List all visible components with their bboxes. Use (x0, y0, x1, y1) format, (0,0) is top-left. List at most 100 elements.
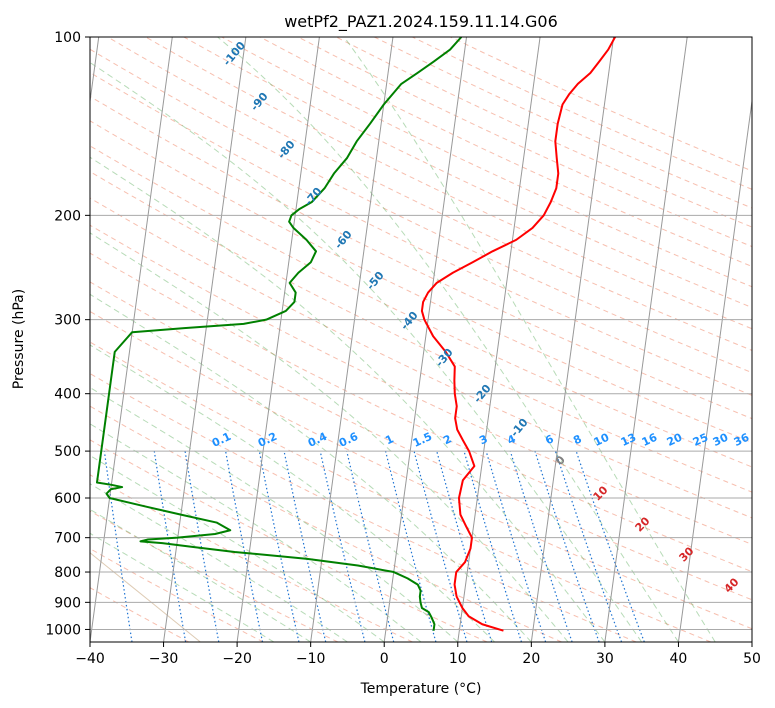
mixing-ratio-line (463, 450, 523, 642)
y-axis-label: Pressure (hPa) (11, 289, 27, 389)
dry-adiabat-line (183, 37, 752, 309)
mixing-ratio-line (485, 450, 547, 642)
isotherm-label: 30 (677, 544, 697, 564)
x-tick-label: −20 (222, 651, 252, 667)
mixing-ratio-line (283, 450, 327, 642)
dry-adiabat-line (90, 95, 752, 420)
dry-adiabat-line (90, 474, 413, 642)
moist-adiabat-line (90, 483, 348, 642)
mixing-ratio-line (413, 450, 468, 642)
dry-adiabat-label: -50 (364, 269, 387, 293)
moist-adiabat-line (343, 37, 716, 642)
moist-adiabat-line (90, 293, 532, 642)
dry-adiabat-line (90, 373, 637, 642)
moist-adiabat-line (90, 423, 422, 642)
dry-adiabat-label: -60 (332, 228, 355, 252)
plot-area: -100-90-80-70-60-50-40-30-20-100.1 0.2 0.4… (90, 37, 752, 642)
isotherm-line (236, 37, 320, 642)
isotherm-line (383, 37, 468, 642)
dry-adiabat-label: -30 (433, 346, 456, 370)
dry-adiabat-line (90, 281, 752, 601)
moist-adiabat-line (90, 508, 311, 642)
dry-adiabat-line (335, 37, 752, 228)
y-tick-label: 200 (54, 208, 81, 224)
chart-title: wetPf2_PAZ1.2024.159.11.14.G06 (284, 12, 558, 32)
mixing-ratio-line (153, 451, 187, 642)
temperature-series-line (420, 37, 616, 632)
mixing-ratio-label: 1.5 (411, 430, 434, 450)
isotherm-label: 20 (633, 514, 653, 534)
x-tick-label: −40 (75, 651, 105, 667)
mixing-ratio-label: 3 (477, 432, 489, 447)
isotherm-line (751, 638, 752, 642)
moist-adiabat-line (90, 232, 569, 642)
y-tick-label: 800 (54, 565, 81, 581)
moist-adiabat-line (90, 61, 643, 642)
x-tick-label: −30 (149, 651, 179, 667)
x-axis: −40 −30 −20 −10 0 10 20 30 40 50 (75, 642, 761, 667)
x-axis-label: Temperature (°C) (360, 681, 482, 697)
x-tick-label: 10 (449, 651, 467, 667)
dry-adiabat-line (90, 405, 562, 642)
isotherm-line (163, 37, 247, 642)
mixing-ratio-line (225, 450, 264, 642)
x-tick-label: 0 (380, 651, 389, 667)
mixing-ratio-label: 0.4 (306, 430, 329, 450)
dry-adiabat-line (90, 171, 752, 493)
mixing-ratio-line (258, 450, 300, 642)
dry-adiabat-line (90, 510, 339, 642)
moist-adiabat-line (90, 344, 495, 642)
mixing-ratio-line (534, 450, 600, 642)
dry-adiabat-line (90, 197, 752, 519)
dry-adiabat-line (90, 71, 752, 396)
dry-adiabat-line (90, 252, 752, 573)
isotherm-label: 40 (722, 575, 742, 595)
dry-adiabat-line (90, 48, 752, 374)
mixing-ratio-line (575, 450, 645, 642)
y-tick-label: 400 (54, 387, 81, 403)
mixing-ratio-label: 16 (640, 431, 660, 449)
mixing-ratio-label: 2 (441, 432, 453, 447)
mixing-ratio-label: 30 (711, 431, 731, 449)
y-tick-label: 900 (54, 595, 81, 611)
mixing-ratio-line (319, 450, 366, 642)
x-tick-label: −10 (296, 651, 326, 667)
dry-adiabat-label: -90 (248, 90, 271, 114)
dry-adiabat-line (90, 341, 711, 642)
dry-adiabat-line (90, 145, 752, 468)
y-tick-label: 600 (54, 491, 81, 507)
dry-adiabat-line (412, 37, 752, 190)
dry-adiabat-line (297, 37, 752, 248)
y-tick-label: 700 (54, 531, 81, 547)
isotherm-line (90, 37, 173, 642)
dry-adiabat-line (374, 37, 752, 209)
mixing-ratio-line (509, 450, 573, 642)
y-tick-label: 1000 (45, 622, 81, 638)
isotherm-line (530, 37, 615, 642)
moist-adiabat-line (90, 454, 385, 642)
dry-adiabat-line (259, 37, 752, 268)
x-tick-label: 20 (522, 651, 540, 667)
mixing-ratio-label: 13 (619, 431, 638, 449)
mixing-ratio-line (346, 450, 395, 642)
x-tick-label: 40 (670, 651, 688, 667)
isotherm-line (310, 37, 394, 642)
y-tick-label: 500 (54, 444, 81, 460)
dry-adiabat-line (107, 37, 752, 351)
mixing-ratio-line (436, 450, 493, 642)
dry-adiabat-line (90, 310, 752, 630)
mixing-ratio-line (103, 451, 133, 642)
mixing-ratio-label: 0.6 (337, 430, 360, 450)
mixing-ratio-line (554, 450, 623, 642)
mixing-ratio-label: 20 (665, 431, 685, 449)
mixing-ratio-line (184, 451, 220, 642)
moist-adiabat-line (90, 386, 459, 642)
mixing-ratio-label: 8 (571, 432, 583, 447)
moist-adiabat-line (90, 532, 275, 642)
dry-adiabat-label: -80 (275, 138, 298, 162)
isotherm-line (90, 37, 100, 105)
mixing-ratio-label: 1 (383, 432, 395, 447)
dry-adiabat-line (90, 439, 488, 642)
moist-adiabat-line (217, 37, 679, 642)
isotherm-line (604, 37, 688, 642)
